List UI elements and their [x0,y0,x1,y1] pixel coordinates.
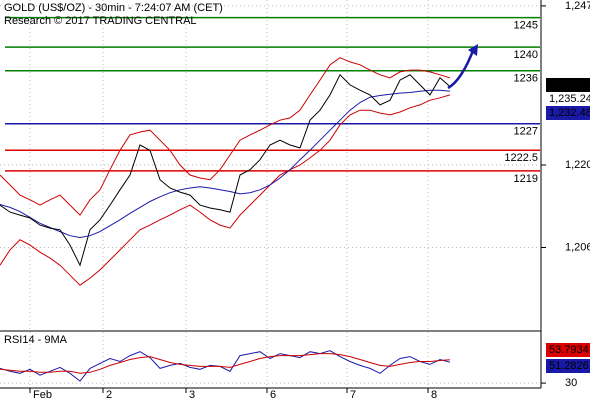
x-tick-label: 8 [431,389,437,400]
level-label-bg [500,72,540,85]
series-line [0,89,451,239]
x-tick-label: 7 [350,389,356,400]
last-value-label: 53.7934 [549,344,589,356]
level-label-bg [500,49,540,62]
last-value-box [546,78,590,92]
last-value-box [546,359,590,373]
labels: GOLD (US$/OZ) - 30min - 7:24:07 AM (CET)… [4,0,590,400]
last-value-label: 1,235.24 [549,93,590,105]
marks [0,16,540,382]
series-line [0,73,451,267]
level-label-bg [500,19,540,32]
last-value-box [546,343,590,357]
forecast-arrow [447,47,476,90]
level-label: 1227 [514,126,538,138]
level-label-bg [500,152,540,165]
series-line [0,353,451,374]
rsi-title: RSI14 - 9MA [4,334,68,346]
y-tick-label: 1,220 [565,159,590,171]
last-value-box [546,106,590,120]
series-line [0,94,451,286]
series-line [0,57,451,216]
level-label-bg [500,172,540,185]
last-value-label: 1,233.31 [549,79,590,91]
x-tick-label: 6 [270,389,276,400]
last-value-label: 1,232.48 [549,107,590,119]
x-tick-label: Feb [33,389,52,400]
x-tick-label: 3 [189,389,195,400]
chart-subtitle: Research © 2017 TRADING CENTRAL [4,15,197,27]
level-label: 1219 [514,173,538,185]
y-tick-label: 1,247 [565,0,590,12]
level-label-bg [500,125,540,138]
level-label: 1236 [514,73,538,85]
last-value-box [546,92,590,106]
y-tick-label: 1,206 [565,241,590,253]
level-label: 1245 [514,20,538,32]
grid [0,0,546,393]
level-label: 1240 [514,49,538,61]
x-tick-label: 2 [106,389,112,400]
level-label: 1222.5 [504,152,538,164]
forecast-arrow-head [468,44,478,56]
series-line [0,350,451,382]
chart-title: GOLD (US$/OZ) - 30min - 7:24:07 AM (CET) [4,2,223,14]
y-tick-label: 30 [565,377,577,389]
last-value-label: 51.2826 [549,360,589,372]
